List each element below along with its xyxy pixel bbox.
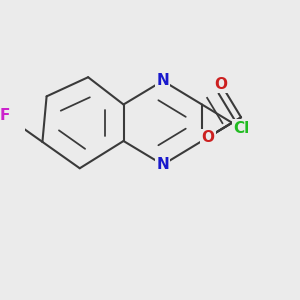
Text: Cl: Cl <box>233 121 249 136</box>
Text: N: N <box>157 157 169 172</box>
Text: O: O <box>214 76 227 92</box>
Text: N: N <box>157 73 169 88</box>
Text: F: F <box>0 108 10 123</box>
Text: O: O <box>201 130 214 145</box>
